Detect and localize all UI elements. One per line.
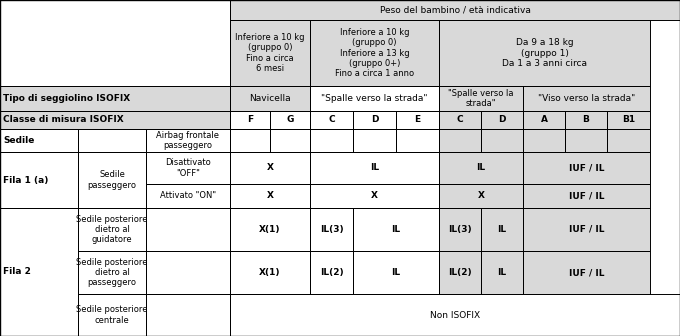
Bar	[481, 111, 523, 129]
Bar	[310, 20, 439, 86]
Bar	[230, 129, 270, 152]
Text: IL(2): IL(2)	[448, 268, 472, 277]
Bar	[0, 0, 230, 86]
Bar	[230, 86, 310, 111]
Bar	[439, 86, 523, 111]
Text: IL(2): IL(2)	[320, 268, 343, 277]
Text: IL: IL	[370, 164, 379, 172]
Text: Attivato "ON": Attivato "ON"	[160, 192, 216, 201]
Bar	[523, 86, 650, 111]
Bar	[310, 20, 439, 86]
Bar	[607, 129, 650, 152]
Text: IUF / IL: IUF / IL	[568, 268, 605, 277]
Bar	[523, 86, 650, 111]
Text: Airbag frontale
passeggero: Airbag frontale passeggero	[156, 131, 220, 150]
Bar	[230, 208, 310, 251]
Text: B: B	[583, 116, 590, 125]
Bar	[439, 184, 523, 208]
Bar	[230, 111, 270, 129]
Text: Disattivato
"OFF": Disattivato "OFF"	[165, 158, 211, 178]
Bar	[146, 294, 230, 336]
Bar	[310, 208, 353, 251]
Bar	[270, 111, 310, 129]
Bar	[310, 251, 353, 294]
Bar	[310, 86, 439, 111]
Text: C: C	[328, 116, 335, 125]
Bar	[523, 208, 650, 251]
Bar	[353, 208, 439, 251]
Text: IUF / IL: IUF / IL	[568, 164, 605, 172]
Text: IL(3): IL(3)	[320, 225, 343, 234]
Bar	[481, 111, 523, 129]
Bar	[310, 184, 439, 208]
Bar	[523, 152, 650, 184]
Bar	[523, 129, 565, 152]
Bar	[396, 129, 439, 152]
Bar	[523, 208, 650, 251]
Bar	[310, 152, 439, 184]
Bar	[230, 251, 310, 294]
Bar	[146, 184, 230, 208]
Bar	[0, 208, 78, 336]
Bar	[146, 208, 230, 251]
Bar	[481, 129, 523, 152]
Bar	[396, 129, 439, 152]
Text: Fila 1 (a): Fila 1 (a)	[3, 175, 48, 184]
Bar	[230, 86, 310, 111]
Bar	[439, 129, 481, 152]
Bar	[230, 0, 680, 20]
Bar	[607, 111, 650, 129]
Bar	[439, 20, 650, 86]
Text: IL: IL	[498, 225, 507, 234]
Bar	[439, 111, 481, 129]
Bar	[565, 129, 607, 152]
Bar	[310, 111, 353, 129]
Text: Sedile: Sedile	[3, 136, 35, 145]
Bar	[146, 152, 230, 184]
Bar	[78, 129, 146, 152]
Text: IL: IL	[498, 268, 507, 277]
Text: G: G	[286, 116, 294, 125]
Bar	[353, 129, 396, 152]
Bar	[230, 294, 680, 336]
Bar	[396, 111, 439, 129]
Text: "Viso verso la strada": "Viso verso la strada"	[538, 94, 635, 103]
Text: A: A	[541, 116, 547, 125]
Bar	[230, 251, 310, 294]
Text: Navicella: Navicella	[249, 94, 291, 103]
Bar	[78, 294, 146, 336]
Bar	[439, 20, 650, 86]
Bar	[0, 152, 78, 208]
Text: IUF / IL: IUF / IL	[568, 225, 605, 234]
Bar	[523, 184, 650, 208]
Text: IL: IL	[392, 268, 401, 277]
Bar	[481, 129, 523, 152]
Bar	[146, 129, 230, 152]
Bar	[565, 111, 607, 129]
Text: Sedile posteriore
dietro al
passeggero: Sedile posteriore dietro al passeggero	[76, 258, 148, 287]
Text: IUF / IL: IUF / IL	[568, 192, 605, 201]
Text: Tipo di seggiolino ISOFIX: Tipo di seggiolino ISOFIX	[3, 94, 131, 103]
Text: X(1): X(1)	[259, 225, 281, 234]
Bar	[230, 294, 680, 336]
Bar	[230, 20, 310, 86]
Bar	[310, 111, 353, 129]
Text: Sedile
passeggero: Sedile passeggero	[88, 170, 137, 190]
Bar	[78, 251, 146, 294]
Text: C: C	[457, 116, 463, 125]
Text: IL: IL	[477, 164, 486, 172]
Bar	[310, 208, 353, 251]
Text: Sedile posteriore
centrale: Sedile posteriore centrale	[76, 305, 148, 325]
Bar	[439, 152, 523, 184]
Text: Inferiore a 10 kg
(gruppo 0)
Inferiore a 13 kg
(gruppo 0+)
Fino a circa 1 anno: Inferiore a 10 kg (gruppo 0) Inferiore a…	[335, 28, 414, 78]
Text: Classe di misura ISOFIX: Classe di misura ISOFIX	[3, 116, 124, 125]
Bar	[146, 208, 230, 251]
Bar	[0, 208, 78, 336]
Text: D: D	[371, 116, 378, 125]
Bar	[0, 111, 230, 129]
Text: IL(3): IL(3)	[448, 225, 472, 234]
Bar	[270, 111, 310, 129]
Text: X: X	[477, 192, 484, 201]
Bar	[481, 251, 523, 294]
Bar	[230, 111, 270, 129]
